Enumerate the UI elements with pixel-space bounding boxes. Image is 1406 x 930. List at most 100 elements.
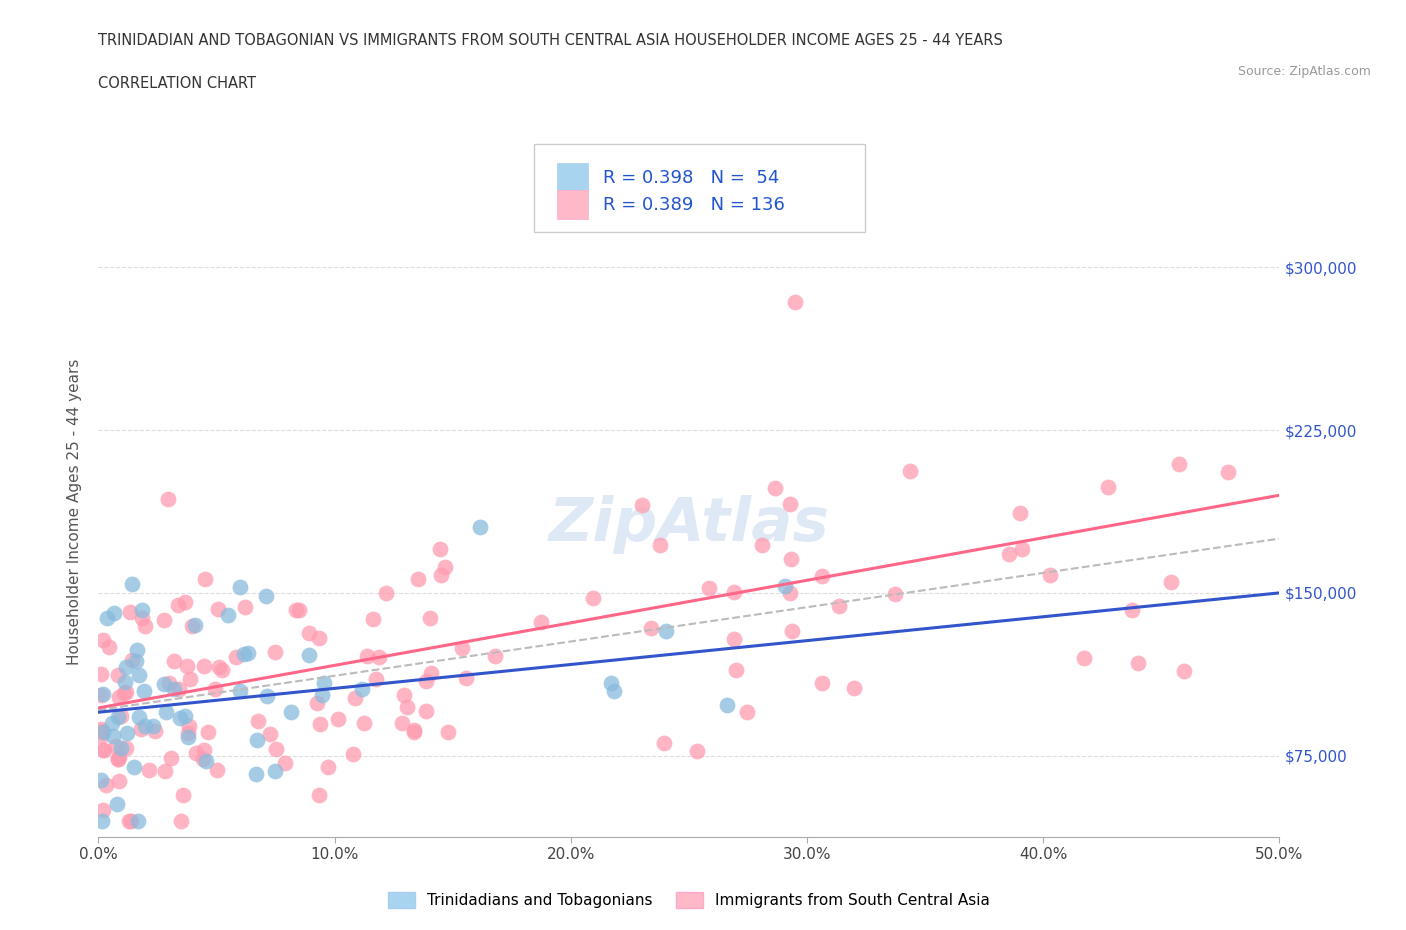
Point [103, 605, 125, 620]
Point [93, 742, 115, 757]
Point [124, 653, 146, 668]
Point [173, 709, 195, 724]
Point [811, 568, 834, 583]
Point [356, 649, 378, 664]
Point [233, 646, 256, 661]
Point [419, 666, 441, 681]
Point [246, 733, 269, 748]
Point [433, 559, 456, 574]
Point [132, 684, 155, 698]
Point [176, 725, 198, 740]
Point [90, 722, 112, 737]
Point [121, 813, 143, 829]
Text: Source: ZipAtlas.com: Source: ZipAtlas.com [1237, 65, 1371, 78]
Point [153, 764, 176, 778]
Point [763, 480, 786, 495]
Point [828, 599, 851, 614]
Point [530, 615, 553, 630]
Point [142, 719, 165, 734]
Point [779, 586, 801, 601]
Point [91, 686, 114, 701]
Point [751, 538, 773, 552]
Point [107, 710, 129, 724]
Point [96, 610, 118, 625]
Point [415, 704, 437, 719]
Point [193, 658, 215, 673]
Point [181, 618, 204, 633]
Point [90, 667, 112, 682]
Point [169, 711, 191, 725]
Point [264, 764, 287, 778]
Point [204, 682, 226, 697]
Point [264, 741, 287, 756]
Point [350, 682, 373, 697]
Point [274, 755, 297, 770]
Point [1160, 575, 1182, 590]
Point [245, 766, 267, 781]
Point [280, 705, 302, 720]
Point [716, 698, 738, 712]
Point [193, 743, 215, 758]
Point [134, 618, 156, 633]
Point [697, 580, 720, 595]
Point [183, 618, 205, 632]
Point [375, 586, 398, 601]
Point [179, 671, 201, 686]
Y-axis label: Householder Income Ages 25 - 44 years: Householder Income Ages 25 - 44 years [67, 358, 83, 665]
Point [138, 763, 160, 777]
Point [194, 572, 217, 587]
Point [90, 728, 112, 743]
Point [179, 718, 201, 733]
Text: ZipAtlas: ZipAtlas [548, 495, 830, 554]
Point [582, 591, 605, 605]
Point [225, 649, 247, 664]
Point [298, 625, 321, 640]
Point [1126, 656, 1149, 671]
Point [177, 730, 200, 745]
Point [217, 607, 239, 622]
Point [108, 750, 131, 764]
Point [91, 803, 114, 817]
Text: R = 0.398   N =  54: R = 0.398 N = 54 [603, 168, 779, 187]
Point [353, 715, 375, 730]
Point [1167, 457, 1189, 472]
Legend: Trinidadians and Tobagonians, Immigrants from South Central Asia: Trinidadians and Tobagonians, Immigrants… [381, 885, 997, 914]
Point [391, 715, 413, 730]
Point [122, 759, 145, 774]
Point [163, 653, 186, 668]
Point [468, 519, 491, 534]
Point [114, 675, 136, 690]
Point [454, 671, 477, 685]
Point [305, 696, 328, 711]
Point [110, 709, 132, 724]
Point [630, 498, 652, 512]
Point [112, 685, 135, 700]
Point [229, 579, 252, 594]
Point [211, 663, 233, 678]
Point [105, 796, 128, 811]
Point [308, 788, 330, 803]
Point [406, 571, 429, 586]
Point [160, 751, 183, 765]
Point [366, 671, 388, 686]
Point [134, 719, 156, 734]
Point [131, 611, 153, 626]
Point [131, 603, 153, 618]
Point [118, 813, 141, 829]
Point [655, 623, 678, 638]
Point [121, 653, 143, 668]
Point [256, 688, 278, 703]
Point [246, 714, 269, 729]
Point [128, 668, 150, 683]
Point [342, 747, 364, 762]
Point [1011, 541, 1033, 556]
Point [110, 741, 132, 756]
Point [152, 677, 174, 692]
Point [107, 751, 129, 766]
Point [153, 613, 176, 628]
Point [157, 676, 180, 691]
Point [121, 577, 143, 591]
Point [724, 663, 747, 678]
Point [419, 611, 441, 626]
Point [114, 740, 136, 755]
